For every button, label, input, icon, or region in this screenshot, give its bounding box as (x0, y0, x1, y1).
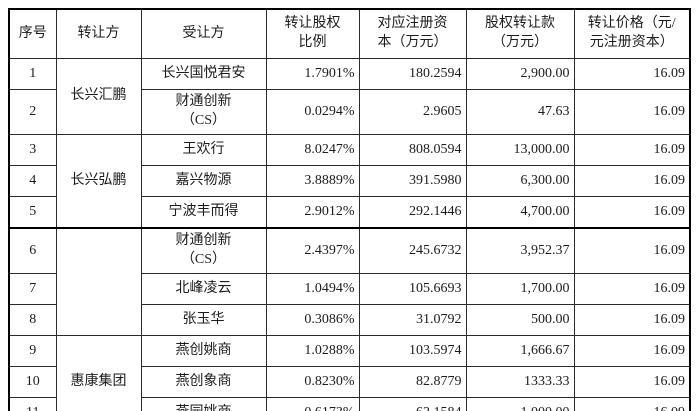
cell-price: 16.09 (573, 366, 691, 398)
cell-transferor-group: 长兴汇鹏 (55, 58, 142, 135)
cell-ratio: 8.0247% (265, 134, 360, 166)
cell-transferee: 张玉华 (140, 304, 267, 336)
cell-registered-capital: 292.1446 (358, 196, 467, 229)
cell-registered-capital: 31.0792 (358, 304, 467, 336)
table-row: 9 惠康集团 燕创姚商 1.0288% 103.5974 1,666.67 16… (8, 335, 691, 411)
header-seq: 序号 (8, 8, 57, 59)
cell-price: 16.09 (573, 273, 691, 305)
header-ratio: 转让股权 比例 (265, 8, 360, 59)
header-registered-capital: 对应注册资 本（万元） (358, 8, 467, 59)
cell-seq: 10 (8, 366, 57, 398)
cell-registered-capital: 180.2594 (358, 58, 467, 90)
cell-ratio: 0.6173% (265, 397, 360, 411)
table-row: 1 长兴汇鹏 长兴国悦君安 1.7901% 180.2594 2,900.00 … (8, 58, 691, 135)
cell-transfer-amount: 47.63 (465, 89, 575, 135)
cell-transferor-group: 惠康集团 (55, 335, 142, 411)
cell-transferor-group (55, 227, 142, 336)
cell-transfer-amount: 1333.33 (465, 366, 575, 398)
table-row: 3 长兴弘鹏 王欢行 8.0247% 808.0594 13,000.00 16… (8, 134, 691, 229)
cell-transfer-amount: 2,900.00 (465, 58, 575, 90)
cell-seq: 6 (8, 227, 57, 274)
cell-price: 16.09 (573, 165, 691, 197)
cell-transfer-amount: 1,666.67 (465, 335, 575, 367)
cell-ratio: 1.0288% (265, 335, 360, 367)
cell-registered-capital: 808.0594 (358, 134, 467, 166)
table-row: 4 嘉兴物源 3.8889% 391.5980 6,300.00 16.09 (8, 165, 691, 197)
table-row: 6 财通创新 （CS） 2.4397% 245.6732 3,952.37 16… (8, 227, 691, 336)
cell-transfer-amount: 1,000.00 (465, 397, 575, 411)
cell-price: 16.09 (573, 397, 691, 411)
cell-ratio: 2.4397% (265, 227, 360, 274)
cell-transfer-amount: 13,000.00 (465, 134, 575, 166)
header-transfer-amount: 股权转让款 （万元） (465, 8, 575, 59)
cell-transferee: 财通创新 （CS） (140, 227, 267, 274)
cell-seq: 3 (8, 134, 57, 166)
cell-transferee: 燕创姚商 (140, 335, 267, 367)
cell-price: 16.09 (573, 196, 691, 229)
cell-registered-capital: 391.5980 (358, 165, 467, 197)
cell-transferee: 王欢行 (140, 134, 267, 166)
cell-price: 16.09 (573, 89, 691, 135)
cell-registered-capital: 2.9605 (358, 89, 467, 135)
cell-transferee: 燕创象商 (140, 366, 267, 398)
cell-registered-capital: 245.6732 (358, 227, 467, 274)
cell-seq: 2 (8, 89, 57, 135)
header-row: 序号 转让方 受让方 转让股权 比例 对应注册资 本（万元） 股权转让款 （万元… (8, 8, 691, 59)
cell-ratio: 0.8230% (265, 366, 360, 398)
cell-transferee: 长兴国悦君安 (140, 58, 267, 90)
cell-price: 16.09 (573, 58, 691, 90)
cell-seq: 7 (8, 273, 57, 305)
cell-seq: 8 (8, 304, 57, 336)
cell-transfer-amount: 1,700.00 (465, 273, 575, 305)
cell-transfer-amount: 4,700.00 (465, 196, 575, 229)
share-transfer-table: 序号 转让方 受让方 转让股权 比例 对应注册资 本（万元） 股权转让款 （万元… (8, 8, 691, 411)
cell-transferor-group: 长兴弘鹏 (55, 134, 142, 229)
table-row: 11 燕园姚商 0.6173% 62.1584 1,000.00 16.09 (8, 397, 691, 411)
table-row: 10 燕创象商 0.8230% 82.8779 1333.33 16.09 (8, 366, 691, 398)
cell-price: 16.09 (573, 134, 691, 166)
header-transferee: 受让方 (140, 8, 267, 59)
cell-price: 16.09 (573, 304, 691, 336)
cell-price: 16.09 (573, 227, 691, 274)
table-row: 8 张玉华 0.3086% 31.0792 500.00 16.09 (8, 304, 691, 336)
cell-transferee: 嘉兴物源 (140, 165, 267, 197)
header-transferor: 转让方 (55, 8, 142, 59)
cell-ratio: 3.8889% (265, 165, 360, 197)
cell-ratio: 0.0294% (265, 89, 360, 135)
cell-ratio: 1.0494% (265, 273, 360, 305)
cell-price: 16.09 (573, 335, 691, 367)
cell-transferee: 财通创新 （CS） (140, 89, 267, 135)
table-row: 5 宁波丰而得 2.9012% 292.1446 4,700.00 16.09 (8, 196, 691, 229)
header-price: 转让价格（元/ 元注册资本） (573, 8, 691, 59)
table-row: 2 财通创新 （CS） 0.0294% 2.9605 47.63 16.09 (8, 89, 691, 135)
cell-seq: 1 (8, 58, 57, 90)
cell-transfer-amount: 500.00 (465, 304, 575, 336)
cell-registered-capital: 105.6693 (358, 273, 467, 305)
cell-transfer-amount: 6,300.00 (465, 165, 575, 197)
cell-transfer-amount: 3,952.37 (465, 227, 575, 274)
cell-seq: 11 (8, 397, 57, 411)
cell-registered-capital: 82.8779 (358, 366, 467, 398)
cell-transferee: 北峰凌云 (140, 273, 267, 305)
cell-ratio: 1.7901% (265, 58, 360, 90)
cell-registered-capital: 62.1584 (358, 397, 467, 411)
cell-transferee: 宁波丰而得 (140, 196, 267, 229)
cell-seq: 9 (8, 335, 57, 367)
cell-ratio: 0.3086% (265, 304, 360, 336)
cell-seq: 4 (8, 165, 57, 197)
cell-seq: 5 (8, 196, 57, 229)
cell-ratio: 2.9012% (265, 196, 360, 229)
cell-registered-capital: 103.5974 (358, 335, 467, 367)
cell-transferee: 燕园姚商 (140, 397, 267, 411)
